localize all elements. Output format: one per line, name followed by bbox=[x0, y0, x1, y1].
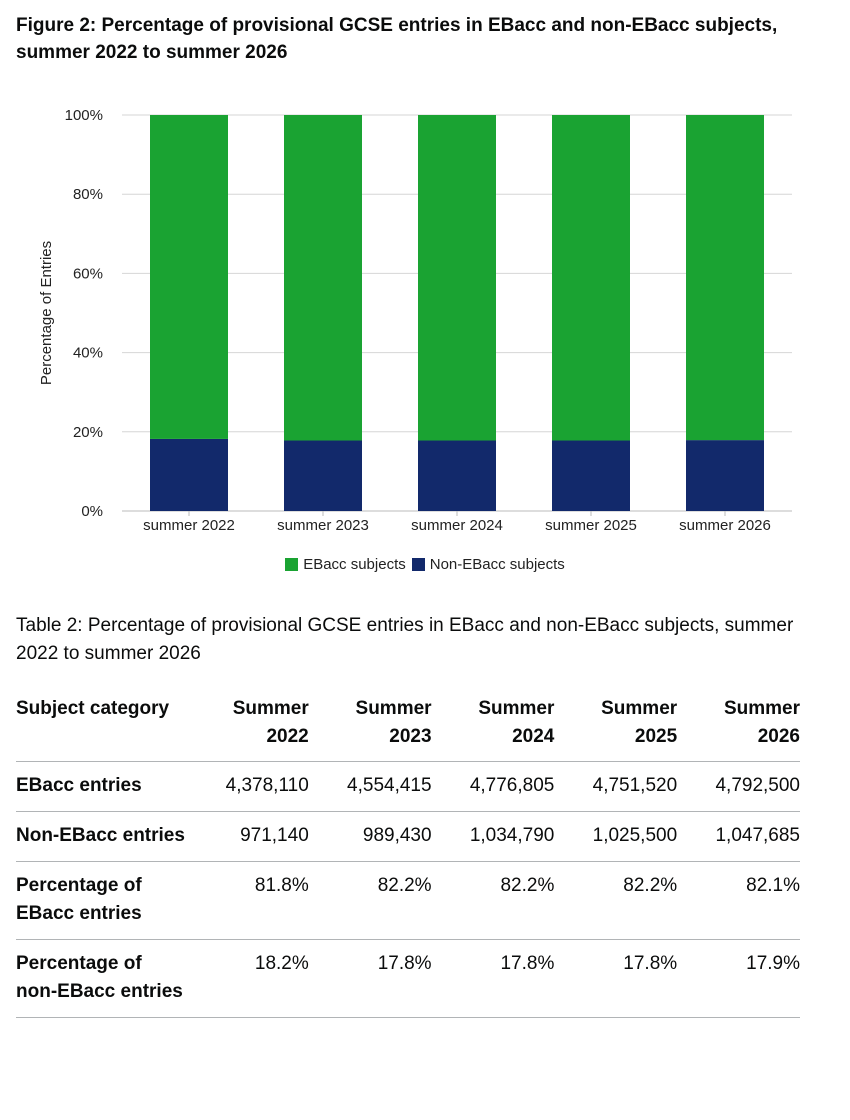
column-header-year: Summer 2023 bbox=[308, 695, 432, 762]
table-cell: 82.2% bbox=[431, 861, 555, 940]
figure-title: Figure 2: Percentage of provisional GCSE… bbox=[16, 15, 778, 63]
bar-ebacc bbox=[552, 115, 630, 441]
column-header-year: Summer 2022 bbox=[186, 695, 309, 762]
table-cell: 17.8% bbox=[308, 939, 432, 1018]
table-cell: 4,554,415 bbox=[308, 761, 432, 812]
bar-ebacc bbox=[418, 115, 496, 441]
table-body: EBacc entries 4,378,110 4,554,415 4,776,805… bbox=[16, 761, 800, 1018]
table-cell: 17.9% bbox=[677, 939, 800, 1018]
table-cell: 17.8% bbox=[431, 939, 555, 1018]
table-cell: 82.2% bbox=[308, 861, 432, 940]
table-cell: 1,025,500 bbox=[554, 811, 678, 862]
table-row: Percentage of EBacc entries 81.8% 82.2% 82.… bbox=[16, 861, 800, 940]
legend-swatch bbox=[411, 558, 425, 571]
column-header-subject: Subject category bbox=[16, 695, 186, 762]
legend-item: Non-EBacc subjects bbox=[411, 556, 565, 573]
bar-non-ebacc bbox=[418, 440, 496, 511]
bar-non-ebacc bbox=[284, 440, 362, 511]
y-tick-label: 40% bbox=[73, 345, 103, 362]
data-table: Subject category Summer 2022 Summer 2023 Su… bbox=[16, 695, 800, 1018]
x-tick-label: summer 2024 bbox=[411, 517, 503, 534]
y-axis-label: Percentage of Entries bbox=[38, 241, 55, 385]
table-caption: Table 2: Percentage of provisional GCSE … bbox=[16, 615, 794, 664]
y-tick-label: 20% bbox=[73, 424, 103, 441]
y-tick-label: 100% bbox=[65, 107, 103, 124]
row-header: Percentage of non-EBacc entries bbox=[16, 939, 186, 1018]
bar-ebacc bbox=[284, 115, 362, 441]
table-cell: 971,140 bbox=[186, 811, 309, 862]
row-header: Percentage of EBacc entries bbox=[16, 861, 186, 940]
table-row: EBacc entries 4,378,110 4,554,415 4,776,805… bbox=[16, 761, 800, 812]
chart-legend: EBacc subjects Non-EBacc subjects bbox=[0, 556, 850, 573]
bar-non-ebacc bbox=[552, 440, 630, 511]
stacked-bar-chart: 0% 20% 40% 60% 80% 100% Percentage of Entries s… bbox=[38, 107, 792, 534]
table-cell: 4,792,500 bbox=[677, 761, 800, 812]
table-cell: 4,751,520 bbox=[554, 761, 678, 812]
table-cell: 1,047,685 bbox=[677, 811, 800, 862]
x-tick-label: summer 2025 bbox=[545, 517, 637, 534]
table-cell: 17.8% bbox=[554, 939, 678, 1018]
table-cell: 989,430 bbox=[308, 811, 432, 862]
legend-swatch bbox=[285, 558, 299, 571]
table-cell: 4,776,805 bbox=[431, 761, 555, 812]
table-row: Non-EBacc entries 971,140 989,430 1,034,790… bbox=[16, 811, 800, 862]
table-cell: 81.8% bbox=[186, 861, 309, 940]
legend-label: EBacc subjects bbox=[303, 556, 406, 573]
y-tick-label: 80% bbox=[73, 186, 103, 203]
bar-ebacc bbox=[686, 115, 764, 441]
y-tick-label: 60% bbox=[73, 265, 103, 282]
table-header-row: Subject category Summer 2022 Summer 2023 Su… bbox=[16, 695, 800, 762]
x-tick-label: summer 2022 bbox=[143, 517, 235, 534]
column-header-year: Summer 2024 bbox=[431, 695, 555, 762]
x-tick-label: summer 2023 bbox=[277, 517, 369, 534]
column-header-year: Summer 2025 bbox=[554, 695, 678, 762]
table-cell: 82.1% bbox=[677, 861, 800, 940]
bar-ebacc bbox=[150, 115, 228, 439]
bar-non-ebacc bbox=[150, 438, 228, 511]
table-cell: 1,034,790 bbox=[431, 811, 555, 862]
row-header: Non-EBacc entries bbox=[16, 811, 186, 862]
y-tick-label: 0% bbox=[81, 503, 103, 520]
bar-non-ebacc bbox=[686, 440, 764, 511]
x-tick-label: summer 2026 bbox=[679, 517, 771, 534]
legend-label: Non-EBacc subjects bbox=[429, 556, 565, 573]
column-header-year: Summer 2026 bbox=[677, 695, 800, 762]
row-header: EBacc entries bbox=[16, 761, 186, 812]
table-cell: 4,378,110 bbox=[186, 761, 309, 812]
table-cell: 82.2% bbox=[554, 861, 678, 940]
table-cell: 18.2% bbox=[186, 939, 309, 1018]
table-row: Percentage of non-EBacc entries 18.2% 17.8… bbox=[16, 939, 800, 1018]
legend-item: EBacc subjects bbox=[285, 556, 406, 573]
